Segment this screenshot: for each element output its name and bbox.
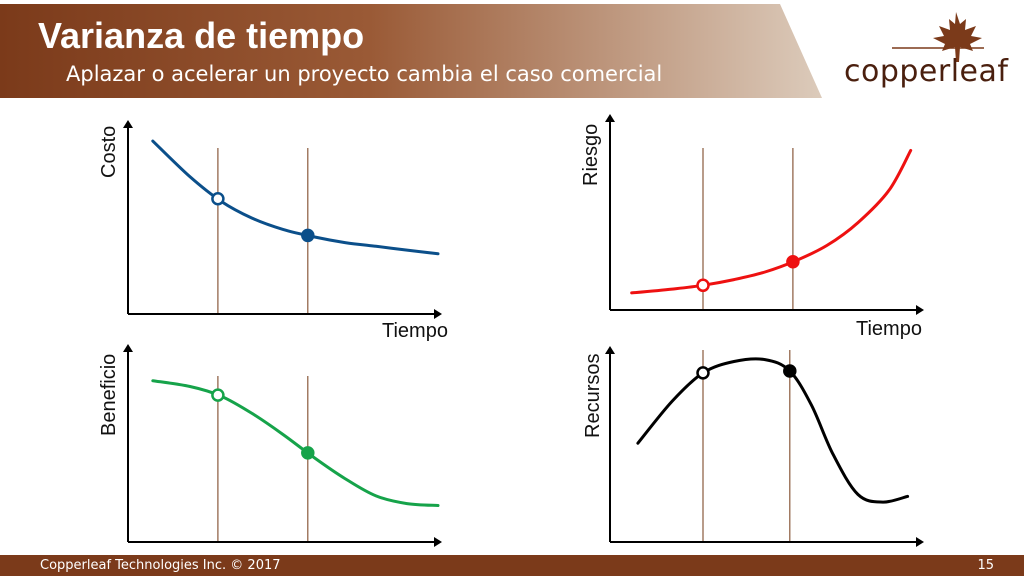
resources-y-axis-label: Recursos	[582, 353, 604, 438]
footer-bar: Copperleaf Technologies Inc. © 2017 15	[0, 555, 1024, 576]
risk-y-axis-arrow	[605, 114, 615, 122]
resources-series-line	[636, 357, 910, 504]
risk-x-axis-arrow	[916, 305, 924, 315]
cost-x-axis-label: Tiempo	[382, 320, 448, 342]
cost-point-open	[211, 192, 225, 206]
maple-leaf-icon	[892, 12, 984, 62]
header-banner: Varianza de tiempo Aplazar o acelerar un…	[0, 0, 1024, 98]
benefit-y-axis-arrow	[123, 344, 133, 352]
cost-x-axis-arrow	[434, 309, 442, 319]
slide-title: Varianza de tiempo	[38, 15, 365, 56]
copperleaf-logo: copperleaf	[844, 8, 1014, 98]
benefit-chart-svg	[123, 344, 442, 547]
benefit-point-filled	[301, 446, 315, 460]
risk-point-open	[696, 278, 710, 293]
resources-chart: Recursos	[572, 330, 932, 555]
footer-copyright: Copperleaf Technologies Inc. © 2017	[40, 558, 281, 573]
cost-chart-svg	[123, 120, 442, 319]
risk-y-axis-label: Riesgo	[580, 123, 602, 186]
cost-chart: Costo Tiempo	[90, 100, 450, 345]
resources-x-axis-arrow	[916, 537, 924, 547]
risk-series-line	[630, 148, 913, 295]
benefit-series-line	[151, 379, 440, 507]
header-gradient-shape	[0, 4, 822, 98]
benefit-y-axis-label: Beneficio	[98, 353, 120, 436]
risk-chart-svg	[605, 114, 924, 315]
cost-series-line	[151, 139, 440, 256]
risk-x-axis-label: Tiempo	[856, 318, 922, 340]
slide-subtitle: Aplazar o acelerar un proyecto cambia el…	[66, 62, 663, 86]
benefit-chart: Beneficio	[90, 330, 450, 555]
resources-chart-svg	[605, 346, 924, 547]
page-number: 15	[977, 558, 994, 573]
logo-text: copperleaf	[844, 54, 1009, 89]
resources-point-filled	[783, 364, 797, 378]
resources-y-axis-arrow	[605, 346, 615, 354]
cost-y-axis-arrow	[123, 120, 133, 128]
risk-point-filled	[786, 254, 800, 269]
resources-point-open	[696, 366, 710, 380]
benefit-x-axis-arrow	[434, 537, 442, 547]
cost-y-axis-label: Costo	[98, 125, 120, 178]
cost-point-filled	[301, 228, 315, 243]
risk-chart: Riesgo Tiempo	[572, 100, 932, 345]
benefit-point-open	[211, 388, 225, 402]
